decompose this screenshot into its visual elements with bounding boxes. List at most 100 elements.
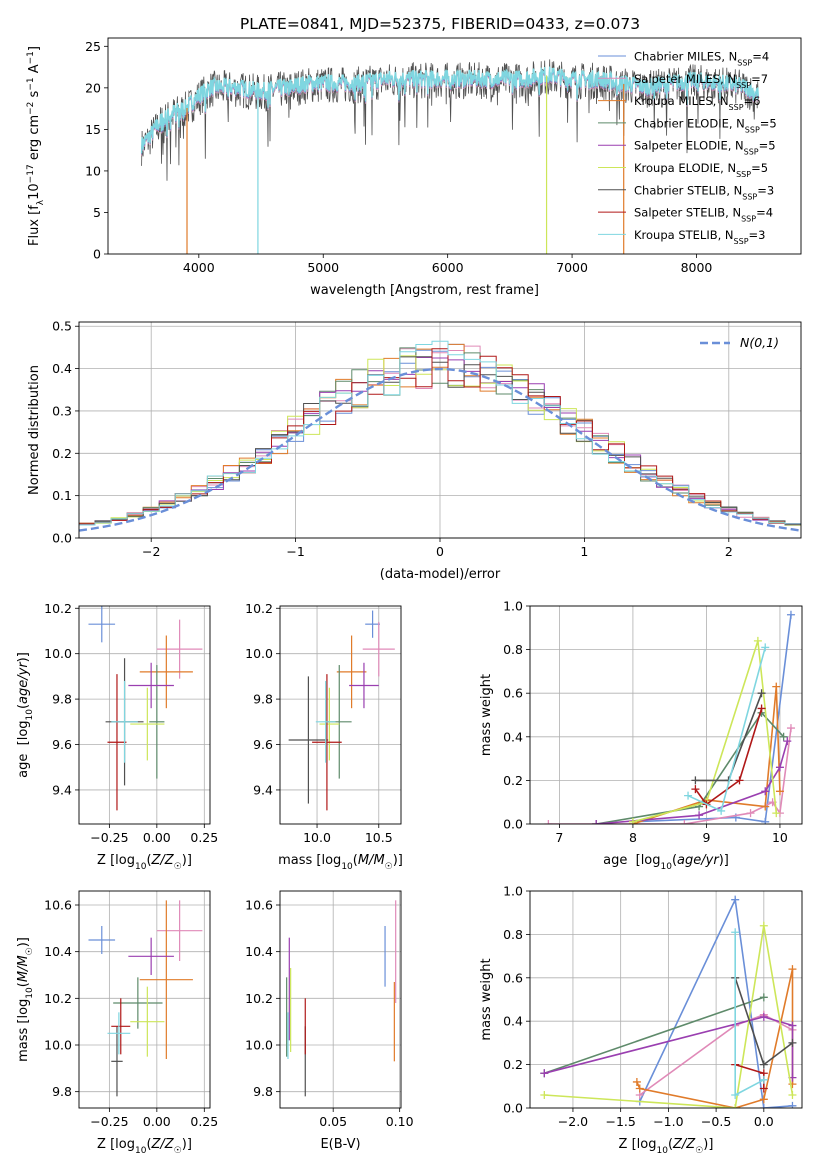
weight-marker-salpeter_elodie (783, 737, 792, 746)
panel-age_vs_Z: −0.25 0.00 0.25 9.4 9.6 9.8 10.0 10.2 Z [log10(Z… (16, 601, 218, 872)
legend-label: Salpeter ELODIE, NSSP=5 (634, 139, 776, 157)
x-axis-label: (data-model)/error (380, 567, 501, 582)
x-tick-label: 5000 (307, 260, 339, 275)
weight-marker-chabrier_stelib (788, 1038, 797, 1047)
panel-spectrum: 4000 5000 6000 7000 8000 0 5 10 15 20 25 wavelength… (26, 37, 802, 298)
axes-frame (279, 605, 402, 825)
weight-marker-kroupa_miles (775, 787, 784, 796)
y-tick-label: 0.2 (503, 773, 523, 788)
y-tick-label: 9.8 (253, 692, 273, 707)
weight-line-chabrier_miles (639, 896, 793, 1108)
weight-marker-salpeter_stelib (691, 785, 700, 794)
histogram-kroupa_stelib (79, 340, 801, 526)
y-tick-label: 0.2 (503, 1057, 523, 1072)
weight-marker-kroupa_miles (788, 965, 797, 974)
weight-marker-kroupa_elodie (628, 817, 637, 824)
y-tick-label: 9.6 (253, 737, 273, 752)
weight-line-salpeter_elodie (544, 1016, 794, 1078)
y-tick-label: 10.2 (44, 991, 72, 1006)
y-tick-label: 0.0 (503, 817, 523, 832)
x-tick-label: −0.25 (90, 1114, 128, 1129)
x-tick-label: −0.5 (701, 1114, 731, 1129)
legend: Chabrier MILES, NSSP=4 Salpeter MILES, NS… (598, 50, 777, 246)
weight-marker-kroupa_stelib (731, 1090, 740, 1099)
weight-marker-chabrier_stelib (757, 689, 766, 698)
x-axis-label: age [log10(age/yr)] (603, 853, 729, 872)
y-tick-label: 10.4 (245, 944, 273, 959)
weight-marker-chabrier_elodie (759, 993, 768, 1002)
x-tick-label: 0.10 (386, 1114, 414, 1129)
histogram-kroupa_miles (79, 343, 801, 526)
panel-age_vs_mass: 10.0 10.5 9.4 9.6 9.8 10.0 10.2 mass [log10(M/M… (245, 601, 403, 872)
y-tick-label: 10.6 (245, 898, 273, 913)
y-tick-label: 10.0 (44, 646, 72, 661)
plot-area (540, 895, 797, 1108)
y-axis-label: mass weight (479, 958, 494, 1040)
y-tick-label: 0.4 (503, 729, 523, 744)
x-tick-label: −2.0 (558, 1114, 588, 1129)
weight-marker-kroupa_elodie (540, 1090, 549, 1099)
plot-area (288, 610, 395, 811)
spectrum-line-kroupa_stelib (140, 66, 760, 154)
y-axis-label: mass weight (479, 674, 494, 756)
histogram-salpeter_elodie (79, 357, 801, 526)
legend-label: Salpeter STELIB, NSSP=4 (634, 206, 773, 224)
weight-marker-salpeter_stelib (757, 704, 766, 713)
weight-marker-kroupa_stelib (759, 1075, 768, 1084)
y-tick-label: 10.2 (245, 601, 273, 616)
y-tick-label: 0.1 (52, 488, 72, 503)
weight-marker-salpeter_elodie (592, 820, 601, 824)
weight-marker-salpeter_miles (680, 820, 689, 824)
weight-line-chabrier_elodie (544, 996, 765, 1075)
y-tick-label: 1.0 (503, 599, 523, 614)
y-tick-label: 0.6 (503, 686, 523, 701)
histogram-salpeter_miles (79, 345, 801, 525)
plot-area (286, 900, 397, 1097)
axes-frame (529, 890, 803, 1109)
weight-marker-kroupa_miles (772, 682, 781, 691)
weight-line-kroupa_elodie (632, 640, 778, 823)
weight-line-salpeter_stelib (694, 708, 763, 806)
weight-marker-chabrier_miles (731, 895, 740, 904)
weight-marker-kroupa_elodie (772, 809, 781, 818)
x-tick-label: 7000 (556, 260, 588, 275)
x-axis-label: Z [log10(Z/Z☉)] (97, 1137, 192, 1156)
weight-marker-salpeter_elodie (788, 1021, 797, 1030)
y-tick-label: 9.6 (52, 737, 72, 752)
panel-mass_vs_ebv: 0.05 0.10 9.8 10.0 10.2 10.4 10.6 E(B-V) (245, 890, 414, 1152)
y-tick-label: 0.8 (503, 642, 523, 657)
x-tick-label: −1.0 (653, 1114, 683, 1129)
weight-marker-kroupa_elodie (759, 921, 768, 930)
weight-marker-salpeter_elodie (695, 811, 704, 820)
x-tick-label: −1 (286, 544, 304, 559)
x-tick-label: 9 (702, 830, 710, 845)
y-tick-label: 0.6 (503, 970, 523, 985)
y-tick-label: 0.5 (52, 319, 72, 334)
legend-label: Salpeter MILES, NSSP=7 (634, 72, 768, 90)
y-tick-label: 25 (85, 39, 101, 54)
x-tick-label: 0.00 (143, 1114, 171, 1129)
y-tick-label: 9.8 (52, 1084, 72, 1099)
weight-marker-kroupa_miles (635, 1084, 644, 1093)
plot-area (79, 340, 801, 532)
y-tick-label: 0.4 (503, 1014, 523, 1029)
weight-marker-chabrier_miles (761, 817, 770, 824)
legend-label: Kroupa STELIB, NSSP=3 (634, 228, 765, 246)
y-tick-label: 0.2 (52, 446, 72, 461)
panel-mass_vs_Z: −0.25 0.00 0.25 9.8 10.0 10.2 10.4 10.6 Z [log10… (16, 890, 218, 1156)
axes-frame (78, 605, 211, 825)
x-tick-label: −1.5 (605, 1114, 635, 1129)
x-tick-label: 0.25 (190, 830, 218, 845)
weight-marker-kroupa_stelib (717, 806, 726, 815)
x-axis-label: Z [log10(Z/Z☉)] (97, 853, 192, 872)
panel-mass_weight_vs_age: 7 8 9 10 0.0 0.2 0.4 0.6 0.8 1.0 age [log10(age/yr… (479, 599, 803, 872)
y-tick-label: 9.4 (52, 782, 72, 797)
x-tick-label: 0.0 (754, 1114, 774, 1129)
weight-marker-kroupa_stelib (684, 791, 693, 800)
y-axis-label: Flux [fλ10−17 erg cm−2 s−1 A−1] (26, 46, 46, 246)
axes-frame (107, 37, 802, 255)
weight-line-kroupa_elodie (544, 925, 794, 1108)
y-tick-label: 1.0 (503, 884, 523, 899)
weight-marker-kroupa_stelib (731, 928, 740, 937)
legend-label: N(0,1) (740, 335, 779, 350)
